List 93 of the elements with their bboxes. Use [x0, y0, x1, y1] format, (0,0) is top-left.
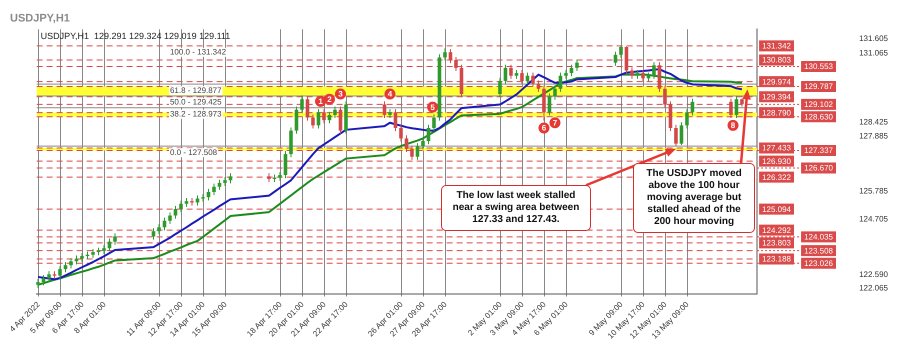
ref-line-label: 128.630: [804, 112, 834, 122]
candlestick: [553, 85, 557, 100]
ref-line-label: 124.292: [762, 226, 792, 235]
candlestick: [157, 224, 161, 235]
ref-line-label: 129.394: [762, 92, 792, 102]
candlestick: [42, 274, 46, 286]
candlestick: [652, 62, 656, 80]
candlestick: [168, 212, 172, 224]
candlestick: [113, 232, 117, 246]
candlestick: [614, 51, 618, 66]
ref-line-label: 129.102: [804, 100, 834, 110]
ref-line-label: 124.035: [804, 232, 834, 242]
candlestick: [333, 106, 337, 119]
annotation: 6: [542, 124, 547, 133]
candlestick: [294, 106, 298, 134]
candlestick: [69, 258, 73, 269]
ref-line-label: 125.094: [762, 204, 792, 214]
candlestick: [162, 217, 166, 231]
y-tick-label: 125.785: [859, 186, 889, 196]
callout-box: The USDJPY moved above the 100 hour moving average but stalled ahead of the 200 hour moving: [633, 162, 756, 233]
ref-line-label: 129.974: [762, 77, 792, 86]
candlestick: [416, 142, 420, 160]
annotation: 1: [318, 97, 324, 106]
ref-line-label: 126.322: [762, 172, 792, 182]
annotation: 38.2 - 128.973: [170, 109, 222, 118]
candlestick: [548, 92, 552, 116]
annotation: 100.0 - 131.342: [170, 48, 227, 57]
y-tick-label: 124.705: [859, 214, 889, 224]
candlestick: [206, 188, 210, 201]
candlestick: [674, 124, 678, 147]
candlestick: [575, 59, 579, 72]
candlestick: [570, 64, 574, 77]
candlestick: [174, 205, 178, 220]
callout-box: The low last week stalled near a swing area between 127.33 and 127.43.: [440, 184, 591, 231]
candlestick: [58, 265, 62, 280]
annotation: 7: [552, 118, 558, 128]
ref-line-label: 123.803: [762, 238, 792, 248]
candlestick: [504, 64, 508, 85]
candlestick: [680, 122, 684, 146]
y-tick-label: 128.425: [859, 117, 889, 126]
annotation: 2: [327, 94, 332, 104]
candlestick: [108, 238, 112, 252]
y-tick-label: 131.605: [859, 34, 889, 44]
y-tick-label: 122.590: [859, 270, 889, 279]
candlestick: [432, 114, 436, 132]
ref-line-label: 123.026: [804, 258, 834, 268]
candlestick: [421, 137, 425, 150]
ref-line-label: 127.433: [762, 144, 792, 153]
candlestick: [426, 124, 430, 145]
annotation: 50.0 - 129.425: [170, 98, 222, 107]
candlestick: [152, 228, 156, 240]
candlestick: [289, 126, 293, 158]
candlestick: [443, 48, 447, 62]
candlestick: [196, 194, 200, 206]
candlestick: [316, 108, 320, 130]
candlestick: [47, 270, 51, 282]
candlestick: [399, 124, 403, 142]
candlestick: [526, 72, 530, 85]
y-tick-label: 131.065: [859, 48, 889, 58]
ref-line-label: 130.553: [804, 62, 834, 72]
candlestick: [558, 72, 562, 92]
ref-line-label: 129.787: [804, 82, 834, 92]
candlestick: [218, 179, 222, 190]
candlestick: [498, 77, 502, 98]
ref-line-label: 126.670: [804, 164, 834, 173]
chart-subtitle: USDJPY,H1 129.291 129.324 129.019 129.111: [40, 31, 230, 42]
annotation: 5: [430, 102, 436, 112]
candlestick: [179, 200, 183, 213]
candlestick: [228, 172, 232, 184]
candlestick: [64, 262, 68, 273]
candlestick: [734, 96, 738, 119]
annotation: 0.0 - 127.508: [170, 148, 218, 157]
candlestick: [300, 94, 304, 114]
annotation: 4: [388, 90, 393, 99]
candlestick: [328, 111, 332, 124]
candlestick: [690, 98, 694, 116]
ref-line-label: 130.803: [762, 56, 792, 65]
chart-title: USDJPY,H1: [10, 12, 70, 25]
annotation: 3: [338, 90, 344, 99]
ref-line-label: 128.790: [762, 108, 792, 118]
ref-line-label: 127.337: [804, 146, 834, 156]
y-tick-label: 127.885: [859, 131, 889, 140]
annotation: 8: [730, 121, 736, 130]
ref-line-label: 123.188: [762, 254, 792, 264]
ref-line-label: 131.342: [762, 42, 792, 51]
candlestick: [284, 150, 288, 179]
annotation: 61.8 - 129.877: [170, 86, 222, 95]
ref-line-label: 123.508: [804, 246, 834, 256]
candlestick: [619, 45, 623, 58]
candlestick: [685, 108, 689, 130]
candlestick: [212, 183, 216, 196]
y-tick-label: 122.065: [859, 284, 889, 293]
ref-line-label: 126.930: [762, 156, 792, 166]
